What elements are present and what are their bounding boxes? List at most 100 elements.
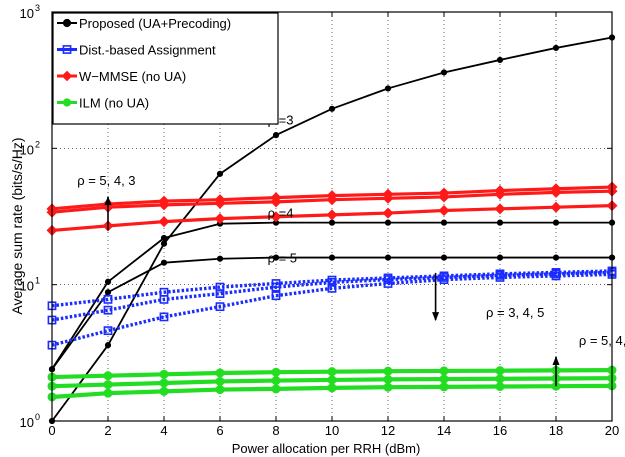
y-tick-exponent: 2 — [35, 139, 40, 149]
data-point — [103, 388, 113, 398]
arrow-head — [552, 355, 560, 365]
data-point — [159, 369, 169, 379]
x-tick-label: 4 — [160, 423, 167, 438]
data-point — [271, 384, 281, 394]
legend-entry: Proposed (UA+Precoding) — [57, 16, 231, 31]
data-point — [552, 219, 560, 226]
arrow-head — [432, 312, 440, 322]
annotation-arrow — [104, 195, 112, 231]
x-tick-label: 18 — [549, 423, 563, 438]
data-point — [271, 376, 281, 386]
data-point — [496, 56, 504, 64]
data-point — [270, 196, 282, 208]
data-point — [494, 203, 506, 215]
data-point — [440, 219, 448, 226]
x-tick-label: 10 — [325, 423, 339, 438]
data-point — [103, 326, 113, 336]
y-tick-label: 10 — [20, 6, 34, 21]
arrow-head — [104, 195, 112, 205]
data-point — [327, 367, 337, 377]
data-point — [383, 279, 393, 288]
data-point — [62, 18, 72, 28]
annotation-label: ρ = 5, 4, 3 — [579, 333, 625, 348]
data-point — [384, 254, 392, 261]
data-point — [272, 254, 280, 261]
data-point — [495, 374, 505, 384]
data-point — [550, 186, 562, 198]
data-point — [327, 375, 337, 385]
data-point — [215, 376, 225, 386]
data-point — [438, 204, 450, 216]
series-8 — [46, 185, 618, 218]
x-tick-label: 2 — [104, 423, 111, 438]
data-point — [383, 366, 393, 376]
x-tick-label: 0 — [48, 423, 55, 438]
series-line — [51, 272, 613, 347]
data-point — [439, 382, 449, 392]
x-tick-label: 14 — [437, 423, 451, 438]
arrows-layer — [104, 195, 560, 387]
data-point — [158, 216, 170, 228]
series-line — [51, 270, 613, 322]
data-point — [271, 367, 281, 377]
data-point — [382, 192, 394, 204]
data-point — [383, 382, 393, 392]
data-point — [438, 191, 450, 203]
data-point — [214, 197, 226, 209]
data-point — [62, 98, 72, 107]
series-10 — [47, 365, 617, 382]
legend: Proposed (UA+Precoding) Dist.-based Assig… — [52, 12, 279, 125]
data-point — [103, 371, 113, 381]
x-tick-label: 12 — [381, 423, 395, 438]
data-point — [383, 374, 393, 384]
data-point — [327, 383, 337, 393]
data-point — [495, 382, 505, 392]
y-tick-exponent: 1 — [35, 276, 40, 286]
annotation-label: ρ = 5, 4, 3 — [77, 173, 135, 188]
annotation-label: ρ = 5 — [268, 251, 297, 266]
series-layer — [46, 34, 618, 425]
y-axis-label: Average sum rate (bits/s/Hz) — [9, 137, 25, 314]
y-tick-exponent: 3 — [35, 3, 40, 13]
data-point — [103, 294, 113, 304]
data-point — [104, 342, 112, 349]
data-point — [270, 211, 282, 223]
data-point — [103, 380, 113, 390]
data-point — [104, 289, 112, 296]
annotation-arrow — [432, 272, 440, 322]
series-9 — [46, 200, 618, 236]
series-12 — [47, 381, 617, 402]
annotation-label: ρ =4 — [268, 206, 294, 221]
x-tick-label: 6 — [216, 423, 223, 438]
annotation-arrow — [552, 355, 560, 387]
data-point — [384, 85, 392, 92]
data-point — [159, 312, 169, 322]
y-tick-label: 10 — [20, 279, 34, 294]
data-point — [440, 69, 448, 76]
x-tick-label: 16 — [493, 423, 507, 438]
data-point — [326, 194, 338, 206]
data-point — [159, 378, 169, 388]
legend-entry: Dist.-based Assignment — [57, 43, 216, 58]
legend-label: ILM (no UA) — [79, 96, 149, 111]
data-point — [327, 283, 337, 293]
data-point — [550, 201, 562, 213]
data-point — [214, 213, 226, 225]
data-point — [216, 170, 224, 177]
data-point — [384, 219, 392, 226]
data-point — [328, 254, 336, 261]
data-point — [160, 240, 168, 247]
y-tick-label: 10 — [20, 142, 34, 157]
data-point — [328, 219, 336, 226]
data-point — [495, 273, 505, 282]
data-point — [160, 234, 168, 242]
legend-box — [52, 12, 279, 125]
data-point — [440, 254, 448, 261]
data-point — [271, 282, 281, 292]
data-point — [158, 199, 170, 211]
data-point — [62, 45, 72, 54]
data-point — [495, 366, 505, 376]
data-point — [439, 366, 449, 376]
